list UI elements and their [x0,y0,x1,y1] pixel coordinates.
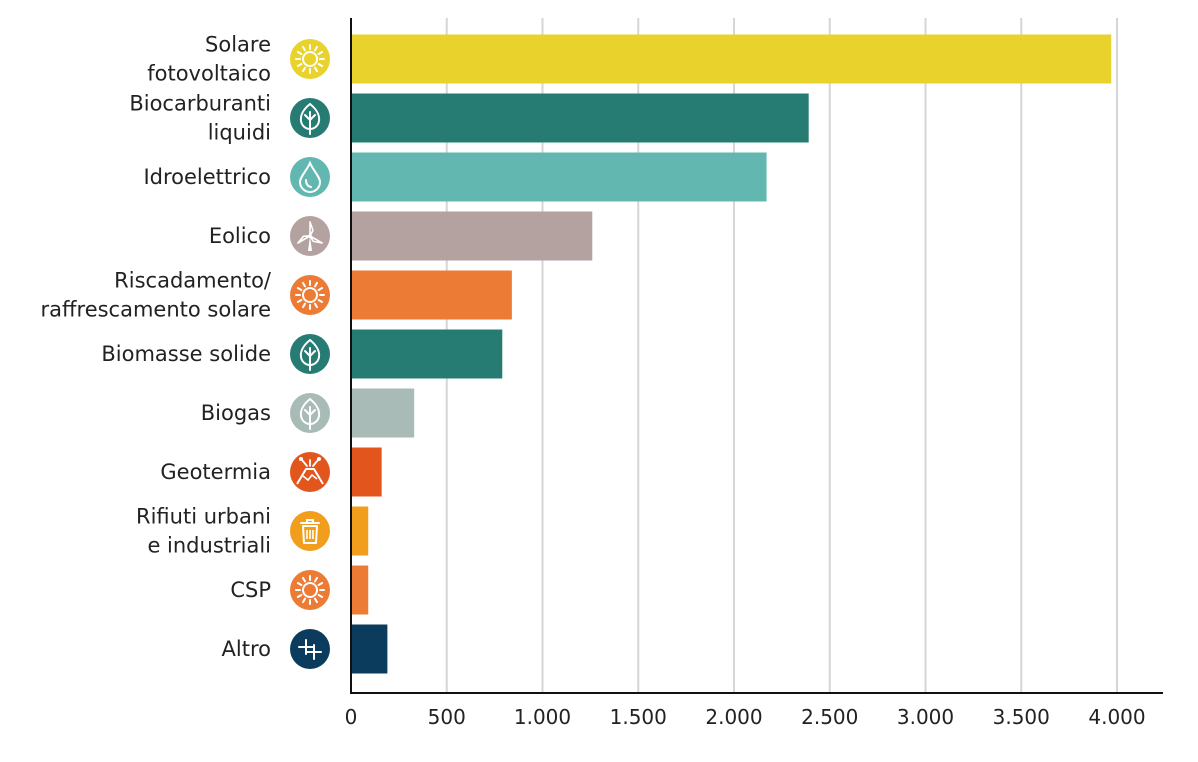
x-tick-label: 1.000 [514,705,571,729]
leaf-icon [290,393,330,433]
bar [351,270,512,320]
bar [351,329,503,379]
water-drop-icon [290,157,330,197]
category-label: Biomasse solide [101,342,271,366]
bar [351,34,1112,84]
bar [351,388,415,438]
x-tick-label: 2.500 [801,705,858,729]
sun-icon [290,275,330,315]
bar [351,93,809,143]
category-label: Eolico [209,224,271,248]
x-tick-label: 0 [345,705,358,729]
category-label: Altro [222,637,271,661]
category-label: Geotermia [160,460,271,484]
plus-icon [290,629,330,669]
category-label: fotovoltaico [147,62,271,86]
x-tick-label: 4.000 [1088,705,1145,729]
x-tick-label: 3.000 [897,705,954,729]
x-tick-label: 3.500 [993,705,1050,729]
category-label: Solare [205,33,271,57]
x-tick-label: 500 [428,705,466,729]
category-label: e industriali [147,534,271,558]
leaf-icon [290,334,330,374]
category-label: Biogas [201,401,271,425]
trash-bin-icon [290,511,330,551]
category-label: Riscadamento/ [114,269,272,293]
category-label: Idroelettrico [143,165,271,189]
sun-icon [290,39,330,79]
leaf-icon [290,98,330,138]
category-label: liquidi [208,121,271,145]
x-tick-label: 2.000 [705,705,762,729]
volcano-icon [290,452,330,492]
wind-turbine-icon [290,216,330,256]
bar [351,152,767,202]
category-label: CSP [230,578,271,602]
category-label: Rifiuti urbani [136,505,271,529]
bar [351,624,388,674]
bar [351,565,369,615]
bar [351,447,382,497]
bar [351,211,593,261]
category-label: Biocarburanti [129,92,271,116]
category-label: raffrescamento solare [41,298,271,322]
x-tick-label: 1.500 [610,705,667,729]
bar [351,506,369,556]
sun-icon [290,570,330,610]
